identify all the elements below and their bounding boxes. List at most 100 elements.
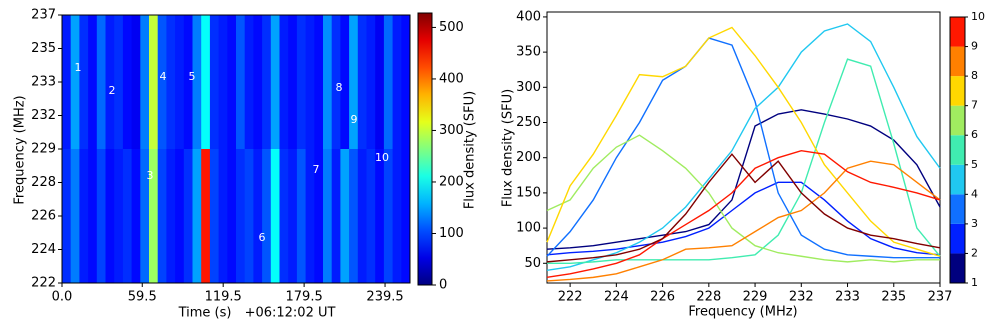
- heat-cell: [357, 149, 367, 284]
- x-tick-label: 119.5: [205, 290, 242, 305]
- heat-cell: [331, 15, 341, 150]
- x-annotation: +06:12:02 UT: [245, 306, 336, 321]
- y-tick-label: 350: [516, 45, 541, 60]
- legend-swatch: [950, 194, 965, 224]
- heat-cell: [166, 149, 176, 284]
- heat-cell: [131, 15, 141, 150]
- heat-cell: [331, 149, 341, 284]
- heat-cell: [96, 15, 106, 150]
- heat-cell: [383, 149, 394, 284]
- burst-label: 4: [160, 70, 167, 83]
- heat-cell: [375, 15, 385, 150]
- y-tick-label: 250: [516, 115, 541, 130]
- heat-cell: [140, 149, 150, 284]
- heat-cell: [175, 149, 185, 284]
- heat-cell: [236, 15, 246, 150]
- burst-label: 2: [109, 84, 116, 97]
- heat-cell: [349, 15, 359, 150]
- legend-label: 1: [971, 276, 978, 289]
- plot-area: [546, 11, 941, 284]
- heat-cell: [157, 149, 167, 284]
- series-line: [547, 58, 941, 264]
- legend-label: 10: [971, 10, 985, 23]
- heat-cell: [88, 15, 98, 150]
- colorbar-label: Flux density (SFU): [463, 91, 478, 209]
- heat-cell: [288, 15, 298, 150]
- heat-cell: [96, 149, 106, 284]
- legend-swatch: [950, 76, 965, 106]
- x-tick-label: 224: [604, 290, 629, 305]
- y-tick-label: 222: [31, 276, 56, 291]
- y-axis-label: Frequency (MHz): [13, 95, 28, 204]
- x-tick-label: 239.5: [366, 290, 403, 305]
- colorbar-tick-label: 400: [439, 71, 464, 86]
- heat-cell: [192, 15, 202, 150]
- y-tick-label: 50: [524, 256, 541, 271]
- legend-label: 9: [971, 40, 978, 53]
- heat-cell: [62, 15, 72, 150]
- legend-frame: [949, 16, 966, 284]
- heat-cell: [279, 149, 289, 284]
- heat-cell: [340, 149, 350, 284]
- series-line: [546, 149, 941, 279]
- series-line: [546, 26, 941, 257]
- heat-cell: [323, 149, 333, 284]
- heat-cell: [314, 149, 324, 284]
- legend-swatch: [950, 223, 965, 254]
- y-tick-label: 200: [516, 150, 541, 165]
- heat-cell: [357, 15, 367, 150]
- heat-cell: [323, 15, 333, 150]
- heat-cell: [218, 149, 228, 284]
- heat-cell: [79, 149, 89, 284]
- x-tick-label: 235: [881, 290, 906, 305]
- burst-label: 6: [259, 231, 266, 244]
- x-tick-label: 222: [558, 290, 583, 305]
- heat-cell: [70, 15, 80, 150]
- heat-cell: [288, 149, 298, 284]
- heat-cell: [236, 149, 246, 284]
- heat-cell: [209, 15, 220, 150]
- y-tick-label: 237: [31, 8, 56, 23]
- heat-cell: [166, 15, 176, 150]
- legend-label: 8: [971, 69, 978, 82]
- heat-cell: [122, 15, 133, 150]
- heat-cell: [401, 15, 411, 150]
- heat-cell: [270, 149, 280, 284]
- heat-cell: [383, 15, 394, 150]
- heat-cell: [62, 149, 72, 284]
- y-tick-label: 229: [31, 142, 56, 157]
- y-tick-label: 233: [31, 75, 56, 90]
- heat-cell: [149, 149, 159, 284]
- y-tick-label: 226: [31, 209, 56, 224]
- legend-label: 3: [971, 217, 978, 230]
- heat-cell: [253, 15, 263, 150]
- heat-cell: [262, 149, 272, 284]
- heat-cell: [201, 15, 211, 150]
- heat-cell: [305, 149, 315, 284]
- heat-cell: [227, 149, 237, 284]
- heat-cell: [131, 149, 141, 284]
- heat-cell: [227, 15, 237, 150]
- series-line: [546, 134, 940, 263]
- legend-label: 7: [971, 99, 978, 112]
- heat-cell: [401, 149, 411, 284]
- legend-swatch: [950, 17, 965, 47]
- heat-cell: [375, 149, 385, 284]
- y-tick-label: 100: [516, 221, 541, 236]
- x-tick-label: 237: [928, 290, 953, 305]
- heat-cell: [209, 149, 220, 284]
- heat-cell: [392, 15, 402, 150]
- burst-label: 8: [336, 81, 343, 94]
- y-tick-label: 150: [516, 185, 541, 200]
- heat-cell: [183, 15, 193, 150]
- x-tick-label: 226: [650, 290, 675, 305]
- colorbar-tick-label: 100: [439, 226, 464, 241]
- heat-cell: [175, 15, 185, 150]
- heat-cell: [114, 15, 124, 150]
- y-tick-label: 235: [31, 41, 56, 56]
- heat-cell: [270, 15, 280, 150]
- heat-cell: [296, 149, 307, 284]
- heat-cell: [140, 15, 150, 150]
- heat-cell: [79, 15, 89, 150]
